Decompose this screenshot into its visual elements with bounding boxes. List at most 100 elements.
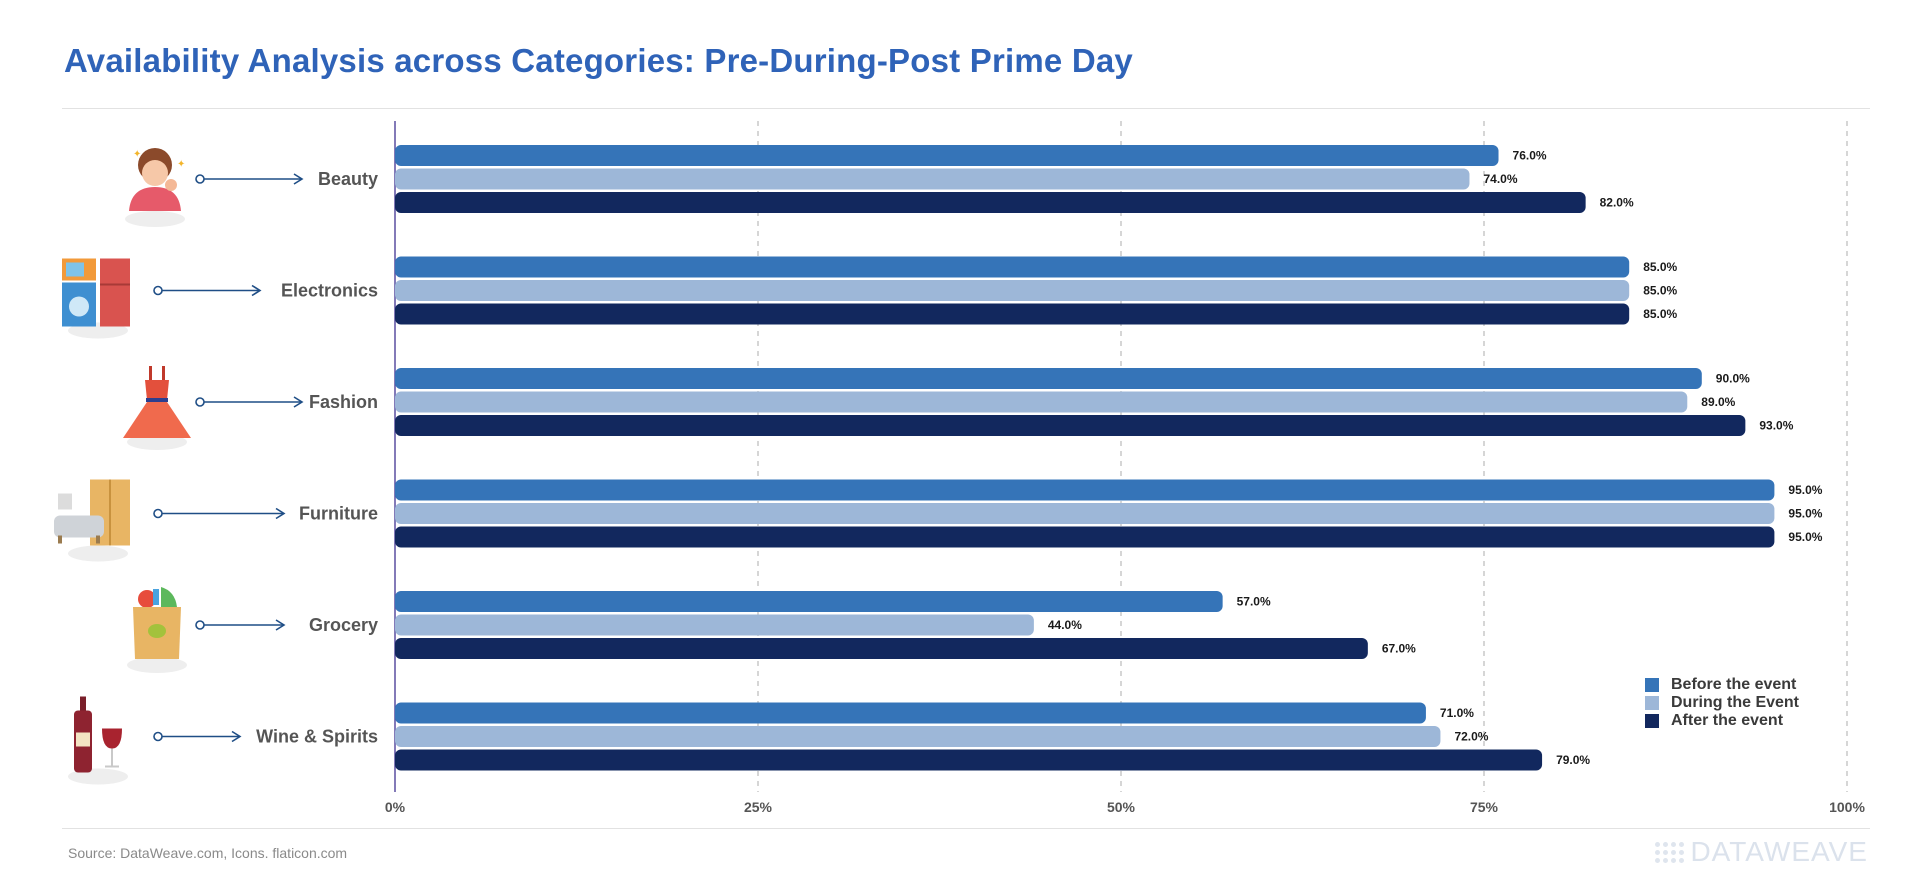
connector-arrowhead: [251, 284, 262, 297]
bar-before: [395, 702, 1426, 724]
connector-arrowhead: [231, 730, 242, 743]
bar-after: [395, 415, 1746, 436]
source-note: Source: DataWeave.com, Icons. flaticon.c…: [68, 845, 348, 861]
category-label: Grocery: [309, 615, 378, 635]
bodice: [145, 380, 169, 400]
bar-during: [395, 168, 1470, 190]
category-label: Fashion: [309, 392, 378, 412]
chart-title: Availability Analysis across Categories:…: [64, 42, 1133, 79]
hand: [165, 179, 177, 191]
bar-after: [395, 526, 1775, 548]
connector-arrowhead: [275, 619, 286, 631]
category-label: Wine & Spirits: [256, 727, 378, 747]
category-icons: ✦✦: [54, 148, 191, 785]
value-label: 95.0%: [1788, 530, 1822, 544]
legend-swatch-during: [1645, 696, 1659, 710]
fridge: [100, 258, 130, 327]
bar-before: [395, 145, 1499, 166]
value-label: 79.0%: [1556, 753, 1590, 767]
value-label: 71.0%: [1440, 706, 1474, 720]
value-label: 85.0%: [1643, 307, 1677, 321]
greens: [161, 587, 177, 609]
category-label: Furniture: [299, 504, 378, 524]
connector-arrowhead: [293, 173, 304, 185]
bar-during: [395, 280, 1630, 301]
sofa-leg: [58, 535, 62, 544]
bar-during: [395, 503, 1775, 524]
value-label: 85.0%: [1643, 284, 1677, 298]
legend-item-before: Before the event: [1645, 676, 1799, 694]
legend-label-before: Before the event: [1671, 676, 1797, 693]
connector-dot: [153, 731, 163, 742]
sofa-leg: [96, 535, 100, 544]
value-label: 85.0%: [1643, 260, 1677, 274]
washer-door: [69, 296, 89, 317]
icon-shadow: [125, 211, 185, 227]
bottle-neck: [80, 696, 86, 711]
bar-before: [395, 256, 1630, 278]
tomato: [138, 590, 156, 608]
appliances-icon: [62, 258, 130, 339]
x-tick-label: 25%: [744, 799, 773, 815]
value-label: 67.0%: [1382, 642, 1416, 656]
x-tick-label: 0%: [385, 799, 406, 815]
logo-text: DATAWEAVE: [1690, 836, 1868, 867]
dress-icon: [123, 366, 191, 450]
face: [142, 160, 168, 186]
value-label: 95.0%: [1788, 507, 1822, 521]
wine-icon: [68, 696, 128, 785]
strap: [149, 366, 152, 380]
value-label: 44.0%: [1048, 618, 1082, 632]
sofa: [54, 515, 104, 538]
value-label: 89.0%: [1701, 395, 1735, 409]
lamp: [58, 493, 72, 510]
x-tick-label: 50%: [1107, 799, 1136, 815]
glass-bowl: [102, 728, 122, 749]
bars: [395, 145, 1775, 771]
footer-divider: [62, 828, 1870, 829]
connector-arrowhead: [293, 396, 304, 408]
legend-item-after: After the event: [1645, 712, 1799, 730]
bar-before: [395, 368, 1702, 389]
grocery-bag-icon: [127, 587, 187, 673]
bag-label: [148, 624, 166, 638]
bar-before: [395, 479, 1775, 501]
connector-arrowhead: [275, 507, 286, 520]
icon-shadow: [68, 545, 128, 562]
value-label: 74.0%: [1483, 172, 1517, 186]
belt: [146, 398, 168, 402]
legend-swatch-before: [1645, 678, 1659, 692]
legend: Before the event During the Event After …: [1645, 676, 1799, 730]
value-label: 93.0%: [1759, 419, 1793, 433]
skirt: [123, 402, 191, 438]
title-divider: [62, 108, 1870, 109]
gridlines: [394, 121, 1848, 792]
value-label: 95.0%: [1788, 483, 1822, 497]
bar-after: [395, 749, 1543, 771]
beauty-woman-icon: ✦✦: [125, 148, 185, 227]
microwave-window: [66, 262, 84, 277]
bar-after: [395, 303, 1630, 325]
logo-dots-icon: [1655, 841, 1685, 863]
category-label: Electronics: [281, 281, 378, 301]
category-label: Beauty: [318, 169, 378, 189]
value-label: 57.0%: [1237, 595, 1271, 609]
legend-label-during: During the Event: [1671, 694, 1800, 711]
bar-during: [395, 391, 1688, 413]
connector-dot: [195, 620, 205, 630]
legend-item-during: During the Event: [1645, 694, 1799, 712]
strap: [162, 366, 165, 380]
connector-dot: [195, 174, 205, 184]
bar-during: [395, 614, 1034, 636]
legend-swatch-after: [1645, 714, 1659, 728]
bottle: [153, 589, 159, 605]
connector-dot: [195, 397, 205, 407]
bar-before: [395, 591, 1223, 612]
bottle-label: [76, 732, 90, 747]
icon-shadow: [127, 657, 187, 673]
value-label: 82.0%: [1600, 196, 1634, 210]
labels: 0% 25% 50% 75% 100% 76.0% 74.0% 82.0% Beauty 85.0…: [153, 149, 1865, 815]
sparkle: ✦: [177, 159, 185, 170]
bar-during: [395, 726, 1441, 747]
